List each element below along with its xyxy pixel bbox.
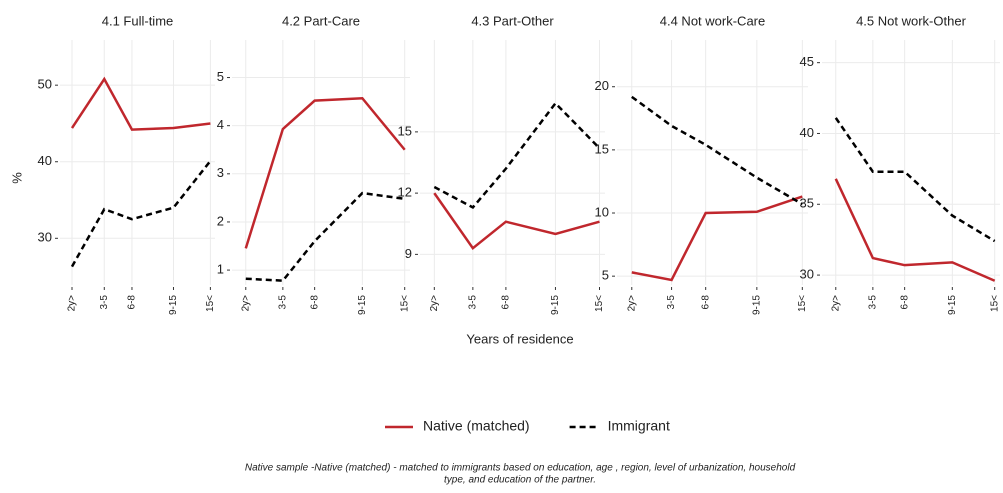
y-tick-label: 15 [398,123,412,138]
panel-title: 4.1 Full-time [102,13,174,28]
series-line [631,95,803,206]
y-tick-label: 1 [217,262,224,277]
series-line [244,96,406,249]
series-line [834,178,996,282]
y-tick-label: 4 [217,117,224,132]
legend-label: Native (matched) [423,418,530,434]
legend-label: Immigrant [608,418,670,434]
caption: type, and education of the partner. [444,475,596,486]
y-tick-label: 35 [800,196,814,211]
series-line [631,195,803,282]
x-tick-label: 6-8 [127,295,138,310]
panel-title: 4.3 Part-Other [471,13,554,28]
series-line [433,192,600,251]
y-tick-label: 30 [800,267,814,282]
x-tick-label: 15< [797,295,808,312]
x-tick-label: 15< [594,295,605,312]
x-tick-label: 6-8 [309,295,320,310]
y-tick-label: 3 [217,165,224,180]
series-line [245,191,405,282]
y-tick-label: 40 [800,125,814,140]
x-tick-label: 2y> [830,295,841,312]
caption: Native sample -Native (matched) - matche… [245,463,796,474]
y-tick-label: 50 [38,77,52,92]
series-line [433,101,601,209]
x-tick-label: 15< [205,295,216,312]
y-tick-label: 15 [595,141,609,156]
x-tick-label: 3-5 [467,295,478,310]
x-tick-label: 9-15 [947,295,958,315]
y-axis-label: % [9,172,24,184]
y-tick-label: 30 [38,230,52,245]
x-tick-label: 15< [989,295,1000,312]
x-tick-label: 9-15 [168,295,179,315]
y-tick-label: 5 [602,268,609,283]
x-tick-label: 9-15 [751,295,762,315]
x-tick-label: 2y> [67,295,78,312]
x-tick-label: 3-5 [666,295,677,310]
x-tick-label: 3-5 [277,295,288,310]
x-tick-label: 3-5 [99,295,110,310]
x-axis-label: Years of residence [466,331,573,346]
series-line [834,117,996,243]
panel-title: 4.4 Not work-Care [660,13,765,28]
x-tick-label: 15< [399,295,410,312]
y-tick-label: 12 [398,185,412,200]
x-tick-label: 2y> [429,295,440,312]
y-tick-label: 9 [405,246,412,261]
x-tick-label: 9-15 [550,295,561,315]
x-tick-label: 2y> [240,295,251,312]
panel-title: 4.5 Not work-Other [856,13,966,28]
y-tick-label: 20 [595,78,609,93]
y-tick-label: 10 [595,204,609,219]
series-line [70,160,212,268]
x-tick-label: 6-8 [501,295,512,310]
x-tick-label: 3-5 [867,295,878,310]
y-tick-label: 45 [800,54,814,69]
x-tick-label: 6-8 [899,295,910,310]
x-tick-label: 9-15 [357,295,368,315]
y-tick-label: 2 [217,213,224,228]
x-tick-label: 6-8 [700,295,711,310]
panel-title: 4.2 Part-Care [282,13,360,28]
y-tick-label: 40 [38,153,52,168]
y-tick-label: 5 [217,69,224,84]
series-line [70,76,211,131]
x-tick-label: 2y> [626,295,637,312]
